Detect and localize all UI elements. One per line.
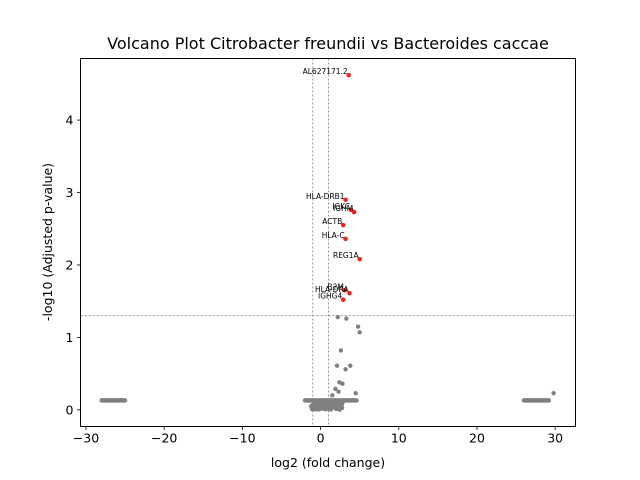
chart-title: Volcano Plot Citrobacter freundii vs Bac…: [107, 34, 549, 53]
y-tick-label: 1: [66, 330, 74, 345]
nonsignificant-point: [343, 367, 348, 372]
gene-label: IGKC: [332, 202, 350, 211]
nonsignificant-point: [335, 314, 340, 320]
nonsignificant-point: [340, 381, 345, 386]
y-tick-label: 0: [66, 402, 74, 417]
x-axis: −30 −20 −10 0 10 20 30: [73, 426, 563, 446]
y-tick-label: 3: [66, 185, 74, 200]
plot-frame: [80, 58, 576, 427]
x-tick-label: 30: [547, 431, 563, 446]
gene-label: ACTB: [322, 217, 342, 226]
gene-label: HLA-DRB1: [306, 192, 345, 201]
significant-point: [357, 256, 362, 262]
significant-point: [340, 297, 346, 303]
nonsignificant-point: [546, 398, 552, 403]
nonsignificant-point: [354, 398, 359, 403]
significant-point: [343, 236, 348, 242]
x-tick-label: 0: [317, 431, 325, 446]
significant-point: [343, 197, 348, 203]
nonsignificant-point: [348, 363, 353, 368]
x-axis-label: log2 (fold change): [271, 455, 385, 470]
nonsignificant-point: [339, 405, 345, 411]
gene-label: AL627171.2: [303, 67, 348, 76]
significant-point: [347, 290, 352, 296]
gene-label: B2M: [327, 282, 343, 291]
x-tick-label: 20: [469, 431, 485, 446]
nonsignificant-point: [122, 398, 128, 403]
gene-label: REG1A: [333, 251, 360, 260]
nonsignificant-point: [551, 390, 556, 396]
y-tick-label: 2: [66, 257, 74, 272]
nonsignificant-point: [338, 348, 344, 353]
gene-label: IGHG4: [318, 292, 342, 301]
y-axis: 0 1 2 3 4: [66, 113, 81, 417]
nonsignificant-point: [340, 400, 345, 406]
nonsignificant-point: [334, 363, 340, 368]
significant-point: [346, 72, 352, 78]
significant-point: [342, 288, 348, 293]
y-tick-label: 4: [66, 113, 74, 128]
significant-point: [340, 222, 346, 228]
nonsignificant-point: [330, 393, 335, 398]
gene-label: HLA-C: [322, 231, 345, 240]
gene-label: IGHM: [333, 204, 353, 213]
nonsignificant-point: [355, 324, 361, 329]
significant-point: [351, 209, 357, 215]
nonsignificant-point: [353, 390, 358, 396]
x-tick-label: 10: [391, 431, 407, 446]
gene-label: HLA-DRA: [315, 285, 349, 294]
x-tick-label: −30: [73, 431, 99, 446]
nonsignificant-point: [357, 330, 362, 335]
x-tick-label: −20: [151, 431, 177, 446]
x-tick-label: −10: [229, 431, 255, 446]
nonsignificant-point: [336, 389, 341, 394]
y-axis-label: -log10 (Adjusted p-value): [40, 163, 55, 321]
nonsignificant-point: [344, 316, 349, 321]
nonsignificant-point: [333, 386, 338, 392]
